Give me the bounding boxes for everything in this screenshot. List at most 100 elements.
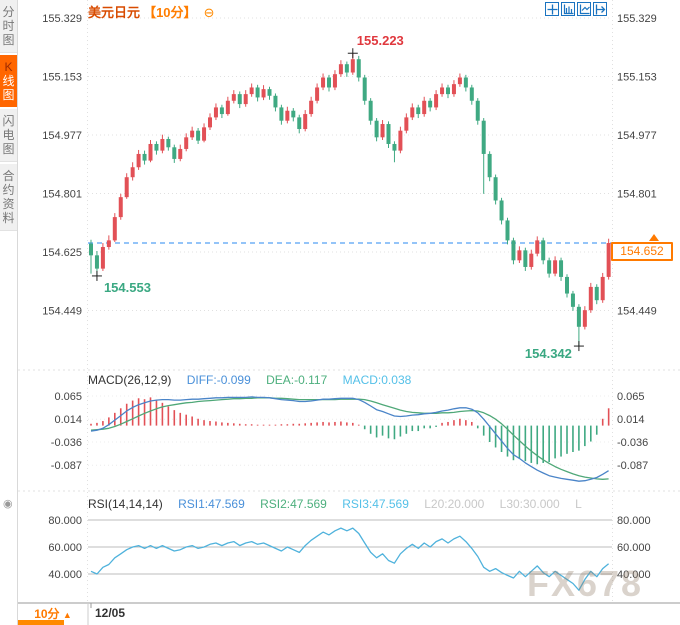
macd-axis-label-right: 0.014 <box>617 414 645 426</box>
macd-axis-label-right: -0.087 <box>617 460 648 472</box>
candle-body <box>344 64 349 73</box>
indicator-settings-icon[interactable]: ◉ <box>3 498 13 510</box>
rsi1-value: RSI1:47.569 <box>178 497 245 511</box>
macd-axis-label-left: 0.014 <box>54 414 82 426</box>
candle-body <box>547 260 552 274</box>
candle-body <box>493 177 498 201</box>
candle-body <box>529 253 534 267</box>
chart-title: 美元日元 【10分】 ⊖ <box>88 2 215 20</box>
candle-body <box>118 197 123 218</box>
candle-body <box>297 117 302 130</box>
candle-body <box>362 77 367 101</box>
timeframe-selector[interactable]: 10分 ▲ <box>18 605 88 622</box>
candle-body <box>446 87 450 95</box>
candle-body <box>261 89 266 98</box>
low-end-annotation: 154.342 <box>525 346 572 361</box>
candle-body <box>321 77 326 88</box>
candle-body <box>356 59 361 78</box>
sidebar-tab-kline[interactable]: K线图 <box>0 55 17 107</box>
candle-body <box>255 87 260 98</box>
y-axis-label-right: 154.449 <box>617 305 657 317</box>
candle-body <box>553 260 558 274</box>
high-price-annotation: 155.223 <box>357 33 404 48</box>
rsi-axis-label-right: 60.000 <box>617 542 651 554</box>
candle-body <box>285 110 290 121</box>
candle-body <box>178 148 183 159</box>
timeframe-dropdown-icon: ▲ <box>62 610 72 620</box>
macd-axis-label-left: -0.036 <box>51 437 82 449</box>
sidebar-tab-contract-info[interactable]: 合约资料 <box>0 164 17 231</box>
x-axis-date-label: 12/05 <box>95 606 126 620</box>
candle-body <box>463 77 468 88</box>
candle-body <box>535 240 540 254</box>
macd-diff-line <box>90 396 609 482</box>
macd-axis-label-right: -0.036 <box>617 437 648 449</box>
rsi-axis-label-left: 40.000 <box>48 569 82 581</box>
candle-body <box>505 220 510 241</box>
y-axis-label-left: 155.153 <box>42 71 82 83</box>
candle-body <box>112 217 117 241</box>
candle-body <box>154 143 159 151</box>
y-axis-label-left: 155.329 <box>42 13 82 25</box>
candle-body <box>565 276 569 294</box>
candle-body <box>475 100 480 121</box>
macd-dea-value: DEA:-0.117 <box>266 373 328 387</box>
candle-body <box>291 110 296 118</box>
macd-name: MACD(26,12,9) <box>88 373 172 387</box>
candle-body <box>576 306 581 327</box>
candle-body <box>594 286 599 301</box>
sidebar: 分时图 K线图 闪电图 合约资料 <box>0 0 18 625</box>
axis-scale-icon[interactable] <box>561 2 575 16</box>
candle-body <box>374 120 379 138</box>
move-crosshair-icon[interactable] <box>545 2 559 16</box>
y-axis-label-left: 154.449 <box>42 305 82 317</box>
candle-body <box>338 64 343 75</box>
candle-body <box>487 153 492 178</box>
candle-body <box>142 153 147 161</box>
rsi-axis-label-right: 40.000 <box>617 569 651 581</box>
candle-body <box>416 107 421 115</box>
horizontal-scrollbar-thumb[interactable] <box>18 620 64 625</box>
rsi-line <box>90 527 610 591</box>
axis-forward-icon[interactable] <box>577 2 591 16</box>
timeframe-label: 【10分】 <box>143 5 197 20</box>
y-axis-label-right: 155.153 <box>617 71 657 83</box>
candle-body <box>303 114 308 130</box>
candle-body <box>559 260 564 277</box>
sidebar-tab-timeline[interactable]: 分时图 <box>0 0 17 53</box>
candle-body <box>196 130 201 141</box>
candle-body <box>588 286 593 311</box>
candle-body <box>124 177 129 198</box>
candle-body <box>219 107 224 115</box>
y-axis-label-left: 154.977 <box>42 130 82 142</box>
candle-body <box>457 77 462 85</box>
candle-body <box>350 59 355 73</box>
macd-axis-label-left: 0.065 <box>54 391 82 403</box>
candle-body <box>213 107 218 118</box>
macd-hist-value: MACD:0.038 <box>342 373 412 387</box>
candle-body <box>172 147 177 159</box>
candle-body <box>440 87 445 95</box>
candle-body <box>267 89 272 96</box>
rsi-header: RSI(14,14,14) RSI1:47.569 RSI2:47.569 RS… <box>88 497 594 511</box>
candle-body <box>148 143 153 161</box>
candle-body <box>243 94 248 105</box>
symbol-name: 美元日元 <box>88 5 141 20</box>
candle-body <box>434 94 439 108</box>
rsi3-value: RSI3:47.569 <box>342 497 409 511</box>
candle-body <box>166 138 171 148</box>
candle-body <box>606 243 611 277</box>
candle-body <box>582 310 587 327</box>
candle-body <box>541 240 546 261</box>
current-price-tag: 154.652 <box>611 242 673 261</box>
rsi-name: RSI(14,14,14) <box>88 497 163 511</box>
sidebar-tab-lightning[interactable]: 闪电图 <box>0 109 17 162</box>
rsi-axis-label-left: 60.000 <box>48 542 82 554</box>
candle-body <box>511 240 516 261</box>
candle-body <box>315 87 320 101</box>
rsi-axis-label-right: 80.000 <box>617 515 651 527</box>
collapse-icon[interactable]: ⊖ <box>203 5 215 20</box>
candle-body <box>249 87 254 95</box>
shift-right-icon[interactable] <box>593 2 607 16</box>
